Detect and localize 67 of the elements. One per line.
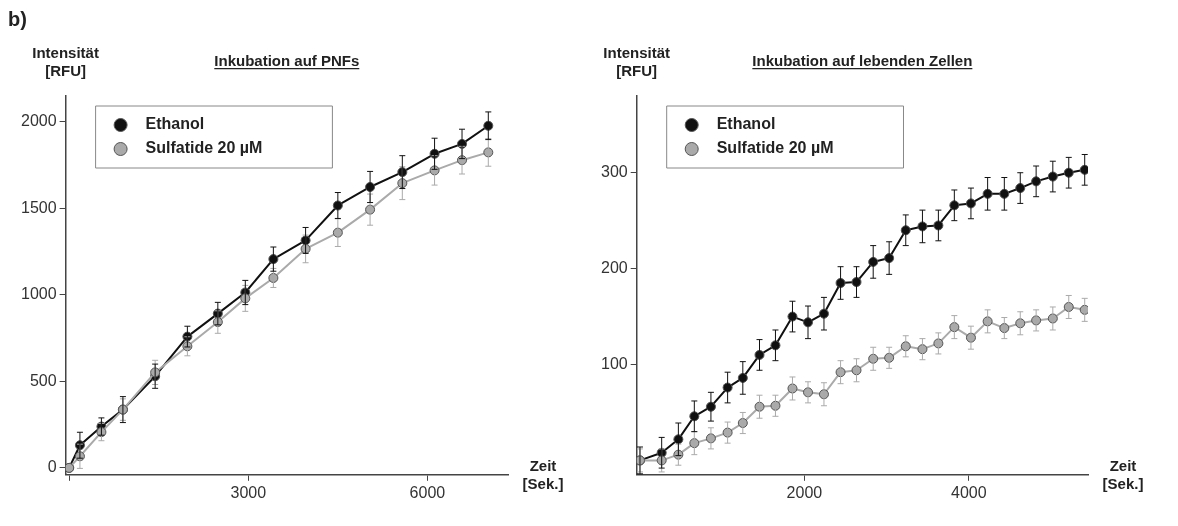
point bbox=[1063, 301, 1074, 312]
point bbox=[737, 372, 748, 383]
point bbox=[1079, 304, 1088, 315]
y-tick-label: 100 bbox=[600, 354, 628, 372]
point bbox=[268, 254, 279, 265]
y-tick-label: 0 bbox=[47, 458, 57, 476]
point bbox=[949, 200, 960, 211]
point bbox=[483, 120, 494, 131]
point bbox=[868, 353, 879, 364]
point bbox=[949, 322, 960, 333]
point bbox=[268, 272, 279, 283]
point bbox=[999, 188, 1010, 199]
point bbox=[851, 277, 862, 288]
point bbox=[722, 382, 733, 393]
point bbox=[933, 338, 944, 349]
point bbox=[332, 200, 343, 211]
legend-label: Sulfatide 20 µM bbox=[716, 139, 834, 157]
point bbox=[787, 383, 798, 394]
y-tick-label: 300 bbox=[600, 163, 628, 181]
point bbox=[982, 316, 993, 327]
point bbox=[1015, 318, 1026, 329]
text: b) bbox=[8, 8, 27, 30]
point bbox=[1015, 183, 1026, 194]
point bbox=[1063, 167, 1074, 178]
x-axis-title: Zeit [Sek.] bbox=[522, 456, 564, 492]
x-tick-label: 3000 bbox=[230, 483, 267, 501]
point bbox=[900, 341, 911, 352]
point bbox=[917, 221, 928, 232]
point bbox=[397, 167, 408, 178]
point bbox=[483, 147, 494, 158]
point bbox=[868, 256, 879, 267]
point bbox=[737, 418, 748, 429]
point bbox=[835, 278, 846, 288]
x-tick-label: 6000 bbox=[409, 483, 446, 501]
point bbox=[999, 323, 1010, 334]
y-tick-label: 2000 bbox=[21, 112, 57, 130]
x-tick-label: 4000 bbox=[951, 483, 987, 501]
point bbox=[754, 349, 765, 360]
point bbox=[770, 340, 781, 351]
point bbox=[900, 225, 911, 236]
y-tick-label: 1000 bbox=[21, 285, 57, 303]
y-tick-label: 500 bbox=[29, 371, 57, 389]
point bbox=[917, 344, 928, 355]
chart-title: Inkubation auf PNFs bbox=[214, 52, 360, 69]
point bbox=[1047, 171, 1058, 182]
point bbox=[1079, 164, 1088, 175]
y-axis-title: Intensität [RFU] bbox=[603, 44, 671, 79]
point bbox=[689, 438, 700, 449]
x-axis-title: Zeit [Sek.] bbox=[1102, 456, 1144, 492]
y-tick-label: 1500 bbox=[21, 198, 57, 216]
point bbox=[982, 188, 993, 199]
point bbox=[1047, 313, 1058, 324]
legend-label: Ethanol bbox=[716, 115, 776, 133]
point bbox=[787, 311, 798, 322]
point bbox=[689, 411, 700, 422]
point bbox=[835, 367, 846, 378]
legend-label: Sulfatide 20 µM bbox=[145, 139, 263, 157]
point bbox=[770, 400, 781, 411]
point bbox=[851, 365, 862, 376]
chart-title: Inkubation auf lebenden Zellen bbox=[752, 52, 973, 69]
y-tick-label: 200 bbox=[600, 259, 628, 277]
x-tick-label: 2000 bbox=[786, 483, 823, 501]
point bbox=[722, 427, 733, 438]
point bbox=[332, 227, 343, 238]
point bbox=[933, 220, 944, 231]
y-axis-title: Intensität [RFU] bbox=[32, 44, 99, 79]
legend-label: Ethanol bbox=[145, 115, 205, 133]
